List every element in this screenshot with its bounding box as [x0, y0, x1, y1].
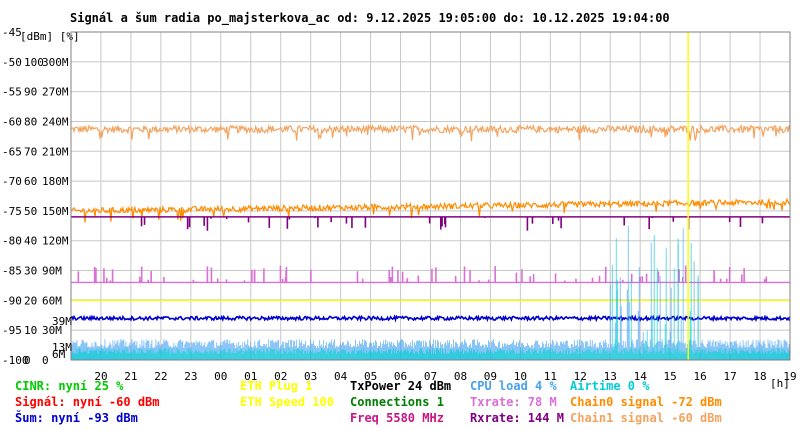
- x-tick-label: 15: [664, 370, 677, 383]
- y-tick-rate: 90M: [42, 265, 62, 278]
- y-unit-header: [dBm] [%]: [20, 30, 80, 43]
- plot-frame: [70, 31, 791, 361]
- y-tick-rate: 60M: [42, 294, 62, 307]
- legend-entry: Txrate: 78 M: [470, 395, 557, 409]
- series-layer: [70, 32, 791, 360]
- y-tick-dbm: -90: [2, 294, 22, 307]
- legend-entry: ETH Plug 1: [240, 379, 312, 393]
- y-tick-pct: 70: [24, 145, 37, 158]
- y-tick-rate: 150M: [42, 205, 69, 218]
- x-tick-label: 07: [424, 370, 437, 383]
- y-tick-rate: 270M: [42, 86, 69, 99]
- y-tick-dbm: -45: [2, 26, 22, 39]
- y-tick-pct: 80: [24, 115, 37, 128]
- y-tick-pct: 30: [24, 265, 37, 278]
- x-tick-label: 00: [214, 370, 227, 383]
- x-tick-label: 10: [514, 370, 527, 383]
- y-tick-pct: 100: [24, 56, 44, 69]
- legend-entry: Šum: nyní -93 dBm: [15, 410, 138, 425]
- y-tick-pct: 60: [24, 175, 37, 188]
- legend-entry: Airtime 0 %: [570, 379, 650, 393]
- y-tick-rate: 210M: [42, 145, 69, 158]
- series-sum: [70, 314, 791, 323]
- x-tick-label: 20: [94, 370, 107, 383]
- x-axis: 20 21 22 23 00 01 02 03 04 05 06 07 08 09 10 11 12 13 14 15…: [94, 370, 796, 383]
- legend: CINR: nyní 25 % Signál: nyní -60 dBmŠum: …: [15, 379, 722, 425]
- y-tick-pct: 40: [24, 235, 37, 248]
- series-chain1-signal: [70, 123, 791, 142]
- y-tick-dbm: -75: [2, 205, 22, 218]
- x-tick-label: 06: [394, 370, 407, 383]
- y-tick-rate: 180M: [42, 175, 69, 188]
- x-tick-label: 04: [334, 370, 348, 383]
- y-tick-dbm: -70: [2, 175, 22, 188]
- y-tick-pct: 50: [24, 205, 37, 218]
- y-tick-pct: 90: [24, 86, 37, 99]
- series-chain0-signal: [70, 197, 791, 223]
- legend-entry: TxPower 24 dBm: [350, 379, 451, 393]
- rate-marker-label: 39M: [52, 315, 72, 328]
- x-tick-label: 14: [634, 370, 648, 383]
- grid: [71, 31, 791, 361]
- y-tick-dbm: -100: [2, 354, 29, 367]
- legend-entry: Freq 5580 MHz: [350, 411, 444, 425]
- legend-entry: CINR: nyní 25 %: [15, 379, 124, 393]
- x-tick-label: 18: [753, 370, 766, 383]
- y-tick-pct: 10: [24, 324, 37, 337]
- x-tick-label: 11: [544, 370, 557, 383]
- x-tick-label: 02: [274, 370, 287, 383]
- x-tick-label: 05: [364, 370, 377, 383]
- chart-title: Signál a šum radia po_majsterkova_ac od:…: [70, 11, 670, 26]
- x-tick-label: 01: [244, 370, 257, 383]
- y-tick-dbm: -60: [2, 115, 22, 128]
- legend-entry: ETH Speed 100: [240, 395, 334, 409]
- y-tick-dbm: -55: [2, 86, 22, 99]
- x-tick-label: 16: [694, 370, 707, 383]
- y-tick-dbm: -50: [2, 56, 22, 69]
- x-tick-label: 09: [484, 370, 497, 383]
- y-tick-dbm: -95: [2, 324, 22, 337]
- x-tick-label: 22: [154, 370, 167, 383]
- x-unit-label: [h]: [770, 377, 790, 390]
- legend-entry: CPU load 4 %: [470, 379, 557, 393]
- legend-entry: Chain0 signal -72 dBm: [570, 395, 722, 409]
- x-tick-label: 19: [783, 370, 796, 383]
- rate-marker-label: 13M: [52, 341, 72, 354]
- plot-border: [70, 31, 791, 361]
- x-tick-label: 17: [723, 370, 736, 383]
- legend-entry: Signál: nyní -60 dBm: [15, 395, 160, 409]
- y-tick-pct: 0: [24, 354, 31, 367]
- legend-entry: Chain1 signal -60 dBm: [570, 411, 722, 425]
- x-tick-label: 12: [574, 370, 587, 383]
- y-tick-rate: 300M: [42, 56, 69, 69]
- y-tick-dbm: -65: [2, 145, 22, 158]
- x-tick-label: 21: [124, 370, 137, 383]
- legend-entry: Connections 1: [350, 395, 444, 409]
- x-tick-label: 23: [184, 370, 197, 383]
- y-tick-pct: 20: [24, 294, 37, 307]
- x-tick-label: 13: [604, 370, 617, 383]
- rate-marker-label: 6M: [52, 348, 66, 361]
- y-tick-dbm: -80: [2, 235, 22, 248]
- x-tick-label: 03: [304, 370, 317, 383]
- y-tick-rate: 0: [42, 354, 49, 367]
- y-tick-rate: 240M: [42, 115, 69, 128]
- legend-entry: Rxrate: 144 M: [470, 411, 564, 425]
- y-tick-rate: 30M: [42, 324, 62, 337]
- y-tick-rate: 120M: [42, 235, 69, 248]
- x-tick-label: 08: [454, 370, 467, 383]
- y-tick-dbm: -85: [2, 265, 22, 278]
